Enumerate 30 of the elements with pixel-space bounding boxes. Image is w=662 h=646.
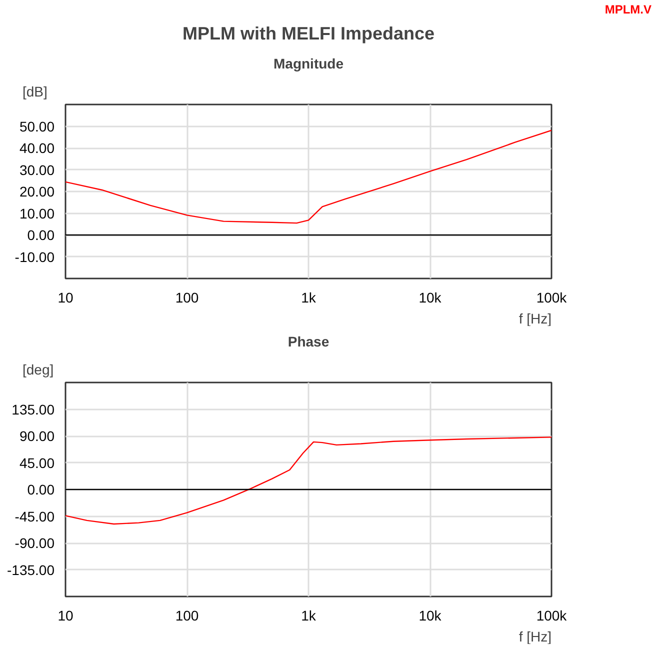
y-tick-label: 135.00: [12, 401, 55, 418]
y-tick-label: -90.00: [14, 535, 55, 551]
x-tick-label: 1k: [301, 608, 317, 624]
y-tick-label: 30.00: [19, 162, 55, 178]
y-tick-label: 45.00: [19, 454, 55, 471]
x-tick-label: 10k: [418, 290, 442, 306]
chart-title: Phase: [288, 334, 330, 350]
y-axis-title: [deg]: [22, 362, 54, 378]
y-tick-label: 0.00: [27, 227, 55, 243]
y-tick-label: 20.00: [19, 184, 55, 200]
y-tick-label: 50.00: [19, 118, 55, 134]
y-tick-label: -135.00: [7, 562, 55, 578]
y-tick-label: 0.00: [27, 482, 55, 498]
y-axis-title: [dB]: [22, 84, 48, 100]
x-tick-label: 100: [175, 290, 199, 306]
x-tick-label: 10: [58, 608, 74, 624]
x-tick-label: 1k: [301, 290, 317, 306]
x-tick-label: 100k: [536, 608, 568, 624]
x-tick-label: 100k: [536, 290, 568, 306]
y-tick-label: 10.00: [19, 205, 55, 222]
chart-title: MPLM with MELFI Impedance: [182, 24, 435, 44]
x-tick-label: 100: [175, 608, 199, 624]
text: MPLM.V: [604, 2, 652, 16]
y-tick-label: -10.00: [14, 248, 55, 265]
chart-subtitle: Magnitude: [274, 56, 344, 72]
x-tick-label: 10: [58, 290, 74, 306]
y-tick-label: 90.00: [19, 428, 55, 444]
y-tick-label: 40.00: [19, 140, 55, 156]
y-tick-label: -45.00: [14, 508, 55, 524]
x-tick-label: 10k: [418, 608, 442, 624]
